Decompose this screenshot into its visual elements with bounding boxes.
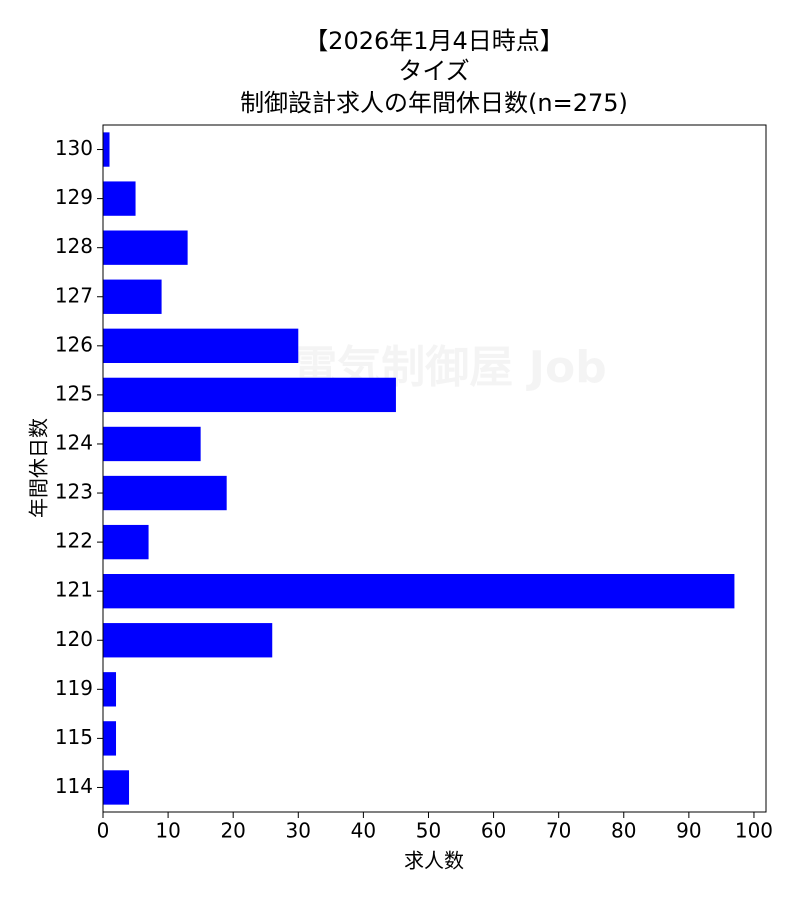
y-tick-label: 128 (55, 234, 93, 258)
x-tick-label: 30 (286, 819, 311, 843)
x-tick-label: 10 (155, 819, 180, 843)
y-tick-label: 130 (55, 136, 93, 160)
bar (103, 132, 110, 167)
bar (103, 721, 117, 756)
x-tick-label: 100 (735, 819, 773, 843)
bar (103, 328, 299, 363)
plot-frame (102, 124, 767, 813)
y-tick-label: 123 (55, 480, 93, 504)
x-tick-label: 60 (481, 819, 506, 843)
x-tick-label: 80 (611, 819, 636, 843)
y-tick-label: 121 (55, 578, 93, 602)
bar (103, 770, 130, 805)
bar (103, 623, 273, 658)
x-tick-label: 0 (97, 819, 110, 843)
y-tick-label: 127 (55, 283, 93, 307)
bar (103, 574, 735, 609)
x-tick-label: 70 (546, 819, 571, 843)
bar (103, 377, 396, 413)
y-axis-label: 年間休日数 (27, 418, 51, 518)
x-tick-label: 20 (220, 819, 245, 843)
bar (103, 181, 136, 216)
y-tick-label: 125 (55, 381, 93, 405)
chart-title: 制御設計求人の年間休日数(n=275) (240, 89, 628, 117)
chart-title: 【2026年1月4日時点】 (304, 27, 564, 55)
x-tick-label: 90 (676, 819, 701, 843)
chart-title: タイズ (398, 57, 469, 85)
y-tick-label: 115 (55, 725, 93, 749)
bar (103, 524, 149, 560)
bar (103, 426, 201, 462)
bar (103, 475, 227, 511)
y-tick-label: 119 (55, 676, 93, 700)
x-tick-label: 40 (351, 819, 376, 843)
y-tick-label: 122 (55, 529, 93, 553)
y-tick-label: 126 (55, 332, 93, 356)
y-tick-label: 114 (55, 774, 93, 798)
y-tick-label: 120 (55, 627, 93, 651)
x-axis-label: 求人数 (404, 849, 464, 873)
x-tick-label: 50 (416, 819, 441, 843)
y-tick-label: 124 (55, 430, 93, 454)
bar (103, 279, 162, 314)
bar (103, 230, 188, 265)
bar (103, 672, 117, 707)
y-tick-label: 129 (55, 185, 93, 209)
